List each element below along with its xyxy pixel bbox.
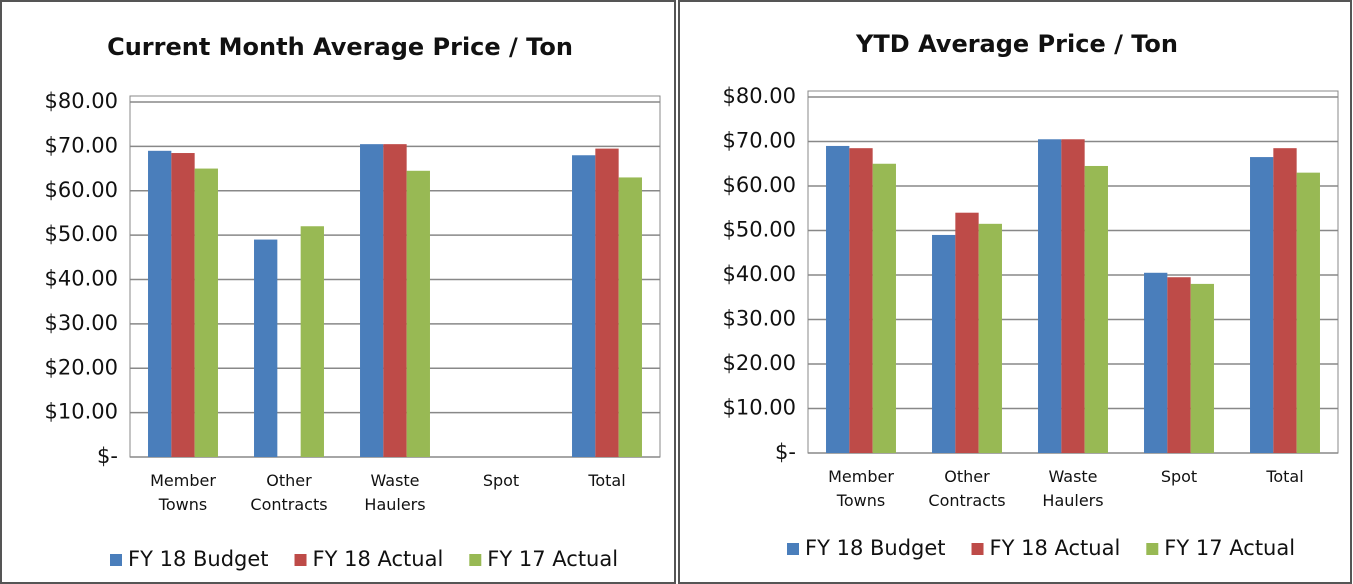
bar [300,226,324,457]
bar [1061,139,1085,453]
bar [1250,157,1274,453]
y-tick-label: $40.00 [723,262,796,286]
bar [849,148,873,454]
bar [618,177,642,457]
bar [171,153,195,457]
x-tick-label: Member Towns [150,471,216,514]
bar [148,150,172,457]
x-tick-label: Member Towns [828,467,894,510]
bar [1084,165,1108,453]
y-tick-label: $50.00 [45,222,118,246]
y-tick-label: $- [775,440,796,464]
x-tick-label: Other Contracts [928,467,1006,510]
x-tick-label-box: Member Towns [150,471,216,514]
bar [1296,172,1320,453]
bar [254,239,278,457]
bar [932,234,956,453]
bar [1190,283,1214,453]
x-tick-label: Other Contracts [250,471,328,514]
panel-frame [0,0,676,584]
y-tick-label: $80.00 [723,84,796,108]
x-tick-label: Total [588,471,626,490]
y-tick-label: $30.00 [723,307,796,331]
bar [1167,277,1191,453]
bar [872,163,896,453]
x-tick-label: Spot [1160,467,1198,486]
x-tick-label-box: Other Contracts [250,471,328,514]
x-tick-label-box: Waste Haulers [1042,467,1104,510]
legend-label: FY 18 Budget [128,547,269,571]
bar [572,155,596,457]
bar [1144,272,1168,453]
x-tick-label-box: Other Contracts [928,467,1006,510]
chart-title: Current Month Average Price / Ton [107,33,573,61]
legend-swatch [469,554,482,566]
x-tick-label: Total [1266,467,1304,486]
x-tick-label: Waste Haulers [364,471,426,514]
legend-swatch [110,554,122,566]
bar [955,212,979,453]
bar [1038,139,1062,453]
y-tick-label: $60.00 [45,178,118,202]
y-tick-label: $- [97,444,118,468]
y-tick-label: $10.00 [45,400,118,424]
y-tick-label: $10.00 [723,396,796,420]
bar [360,144,384,457]
chart-title: YTD Average Price / Ton [855,30,1178,58]
y-tick-label: $20.00 [45,355,118,379]
legend-swatch [787,543,799,555]
bar [595,148,619,457]
y-tick-label: $30.00 [45,311,118,335]
bar [406,170,430,457]
bar [826,145,850,453]
x-tick-label-box: Spot [482,471,520,490]
legend-swatch [1146,543,1159,555]
bar [194,168,218,457]
x-tick-label: Spot [482,471,520,490]
legend-label: FY 18 Actual [313,547,444,571]
bar [978,223,1002,453]
y-tick-label: $20.00 [723,351,796,375]
y-tick-label: $50.00 [723,218,796,242]
legend-swatch [971,543,984,555]
legend-label: FY 17 Actual [487,547,618,571]
legend-label: FY 18 Budget [805,536,946,560]
bar [383,144,407,457]
y-tick-label: $70.00 [45,133,118,157]
legend-label: FY 17 Actual [1164,536,1295,560]
x-tick-label-box: Total [588,471,626,490]
x-tick-label-box: Waste Haulers [364,471,426,514]
bar [1273,148,1297,454]
x-tick-label-box: Spot [1160,467,1198,486]
panel-frame [678,0,1352,584]
x-tick-label: Waste Haulers [1042,467,1104,510]
legend-swatch [294,554,307,566]
legend-label: FY 18 Actual [990,536,1121,560]
y-tick-label: $40.00 [45,267,118,291]
x-tick-label-box: Member Towns [828,467,894,510]
y-tick-label: $60.00 [723,173,796,197]
x-tick-label-box: Total [1266,467,1304,486]
y-tick-label: $70.00 [723,129,796,153]
y-tick-label: $80.00 [45,89,118,113]
